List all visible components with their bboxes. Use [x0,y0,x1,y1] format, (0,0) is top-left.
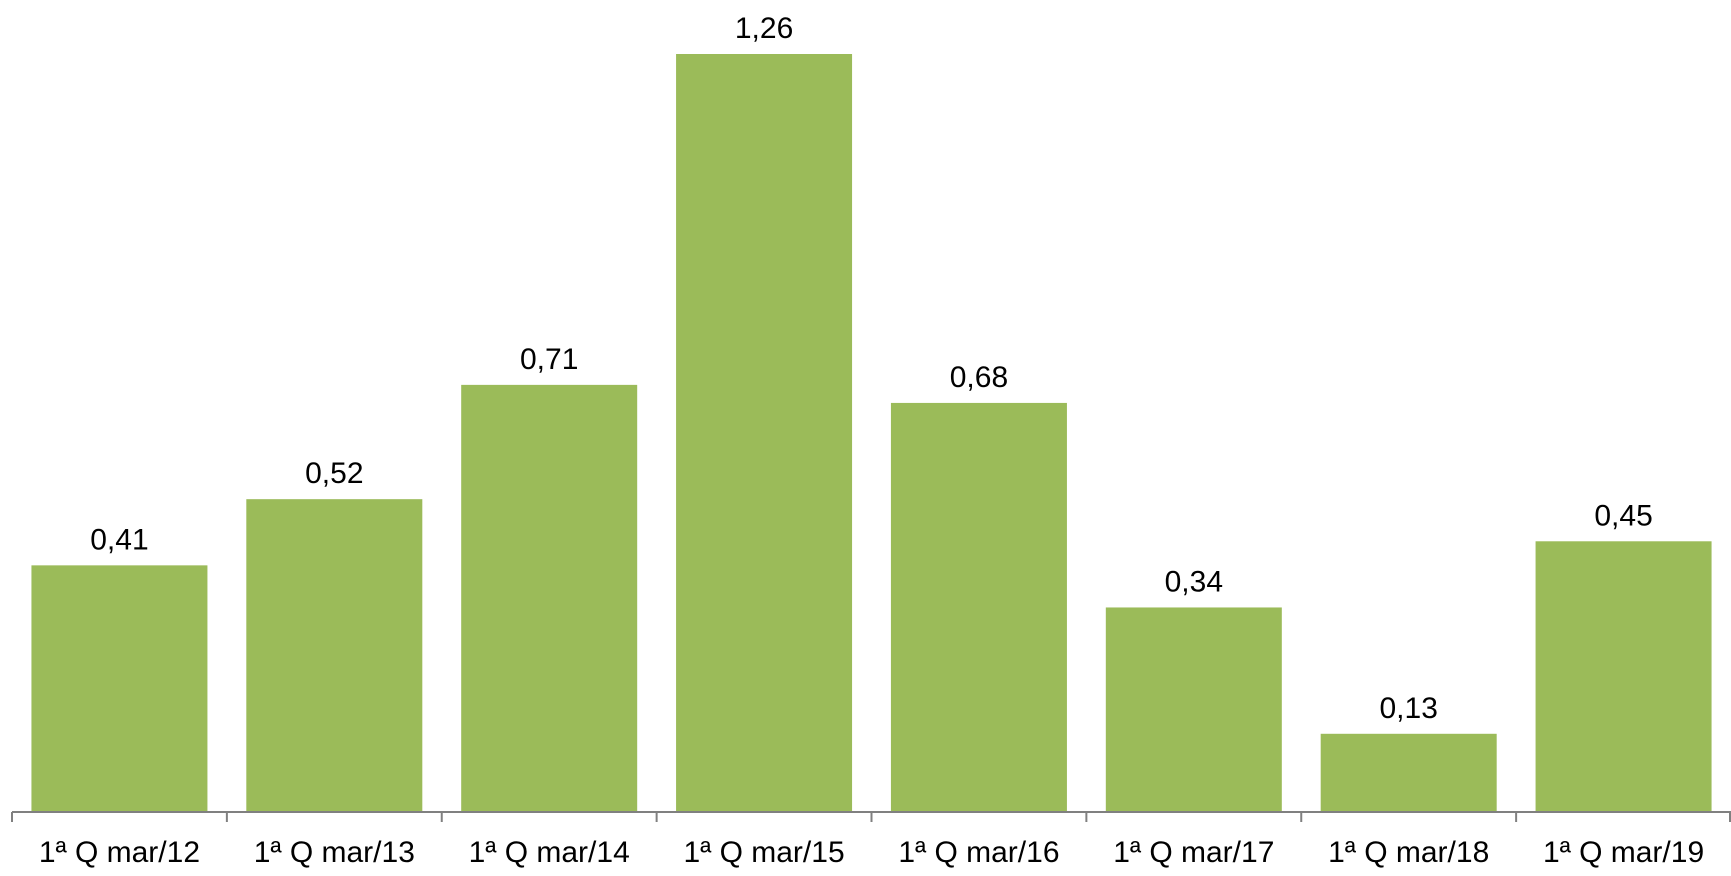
bar-value-label-2: 0,52 [305,457,363,490]
bar-value-label-1: 0,41 [90,523,148,556]
bar-value-label-4: 1,26 [735,12,793,45]
bar-value-label-3: 0,71 [520,343,578,376]
value-labels-group: 0,41 0,52 0,71 1,26 0,68 0,34 0,13 0,45 [90,12,1653,725]
bar-value-label-6: 0,34 [1165,565,1223,598]
x-tick-label-8: 1ª Q mar/19 [1543,836,1704,869]
x-axis-tick-labels-group: 1ª Q mar/12 1ª Q mar/13 1ª Q mar/14 1ª Q ma… [39,836,1704,869]
bar-1 [31,565,208,812]
x-tick-label-3: 1ª Q mar/14 [469,836,630,869]
x-tick-label-6: 1ª Q mar/17 [1113,836,1274,869]
bar-5 [890,402,1067,812]
bar-3 [461,384,638,812]
bar-8 [1535,541,1712,812]
x-tick-label-7: 1ª Q mar/18 [1328,836,1489,869]
bar-2 [246,499,423,812]
bars-group [31,54,1712,812]
bar-value-label-8: 0,45 [1594,499,1652,532]
bar-4 [676,54,853,812]
bar-value-label-7: 0,13 [1379,692,1437,725]
bar-value-label-5: 0,68 [950,361,1008,394]
x-axis-ticks-group [11,812,1731,822]
bar-7 [1320,733,1497,812]
x-tick-label-2: 1ª Q mar/13 [254,836,415,869]
x-tick-label-4: 1ª Q mar/15 [683,836,844,869]
x-tick-label-5: 1ª Q mar/16 [898,836,1059,869]
x-tick-label-1: 1ª Q mar/12 [39,836,200,869]
bar-6 [1105,607,1282,812]
